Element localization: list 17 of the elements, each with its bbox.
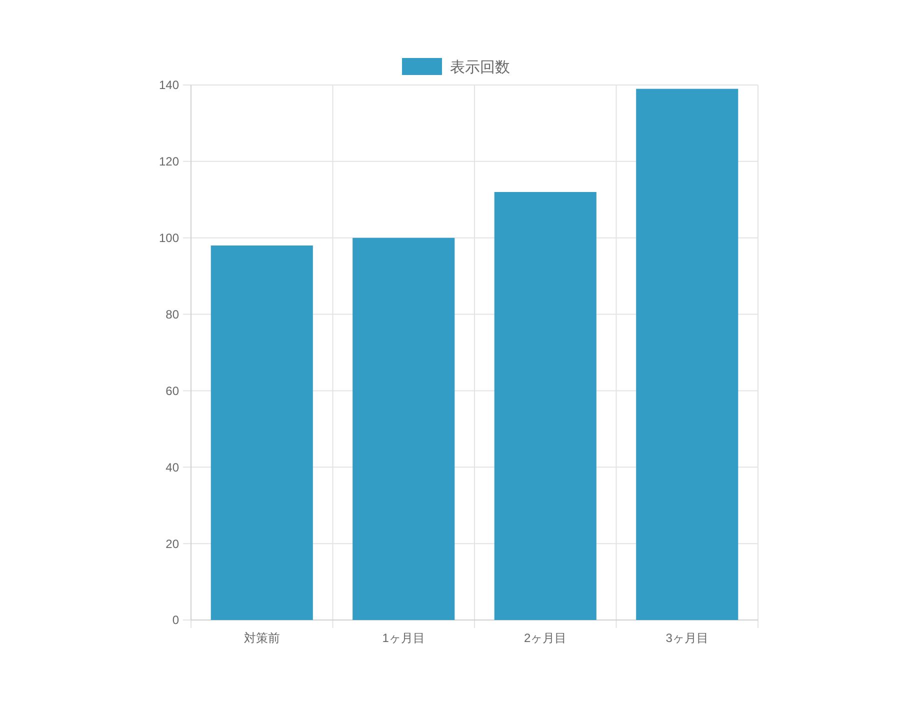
x-tick-label: 対策前	[244, 631, 280, 645]
bar	[352, 238, 455, 620]
y-tick-label: 140	[158, 78, 180, 92]
y-tick-label: 120	[158, 154, 180, 169]
bar	[494, 192, 596, 620]
y-tick-label: 0	[172, 613, 180, 628]
x-tick-label: 3ヶ月目	[666, 631, 708, 645]
x-tick-label: 1ヶ月目	[382, 631, 425, 645]
y-tick-label: 40	[166, 460, 180, 474]
y-tick-label: 80	[166, 307, 180, 322]
y-tick-label: 20	[166, 536, 180, 551]
bar	[636, 88, 738, 620]
y-tick-label: 60	[166, 384, 180, 398]
x-tick-label: 2ヶ月目	[524, 631, 567, 645]
bar	[210, 246, 313, 620]
y-tick-label: 100	[158, 231, 180, 246]
legend-label: 表示回数	[450, 58, 510, 76]
